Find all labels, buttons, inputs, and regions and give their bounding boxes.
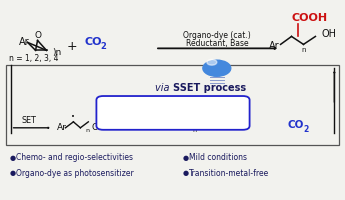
Text: CO: CO bbox=[287, 120, 304, 130]
Text: n: n bbox=[192, 128, 196, 133]
Text: Organo-dye as photosensitizer: Organo-dye as photosensitizer bbox=[16, 169, 134, 178]
Text: SET: SET bbox=[21, 116, 36, 125]
Text: Ar: Ar bbox=[163, 123, 173, 132]
Text: COOH: COOH bbox=[292, 13, 328, 23]
Text: n: n bbox=[85, 128, 89, 133]
Text: Chemo- and regio-selectivities: Chemo- and regio-selectivities bbox=[16, 153, 132, 162]
Text: −: − bbox=[179, 112, 186, 121]
Text: •: • bbox=[71, 114, 76, 120]
Text: Ar: Ar bbox=[57, 123, 66, 132]
Text: ●: ● bbox=[183, 155, 189, 161]
Text: ●: ● bbox=[10, 155, 16, 161]
Text: OH: OH bbox=[322, 29, 336, 39]
Text: SET: SET bbox=[131, 116, 146, 125]
Text: CO: CO bbox=[85, 37, 102, 47]
Text: OM: OM bbox=[198, 123, 213, 132]
Text: Reductant, Base: Reductant, Base bbox=[186, 39, 248, 48]
Text: +: + bbox=[67, 40, 78, 53]
Text: n = 1, 2, 3, 4: n = 1, 2, 3, 4 bbox=[9, 54, 58, 63]
Text: ●: ● bbox=[183, 170, 189, 176]
Text: ●: ● bbox=[10, 170, 16, 176]
Text: 2: 2 bbox=[304, 125, 309, 134]
Text: Ar: Ar bbox=[269, 41, 279, 51]
Circle shape bbox=[207, 59, 217, 65]
Text: Ar: Ar bbox=[19, 37, 29, 47]
Text: SSET process: SSET process bbox=[173, 83, 246, 93]
FancyBboxPatch shape bbox=[96, 96, 249, 130]
Text: O: O bbox=[34, 31, 41, 40]
Text: Organo-dye (cat.): Organo-dye (cat.) bbox=[183, 31, 251, 40]
Text: Mild conditions: Mild conditions bbox=[189, 153, 247, 162]
Circle shape bbox=[203, 60, 231, 76]
Text: )n: )n bbox=[52, 48, 62, 57]
Text: Transition-metal-free: Transition-metal-free bbox=[189, 169, 269, 178]
Text: 2: 2 bbox=[100, 42, 106, 51]
Text: n: n bbox=[301, 47, 306, 53]
Text: OM: OM bbox=[91, 123, 106, 132]
Text: via: via bbox=[155, 83, 173, 93]
